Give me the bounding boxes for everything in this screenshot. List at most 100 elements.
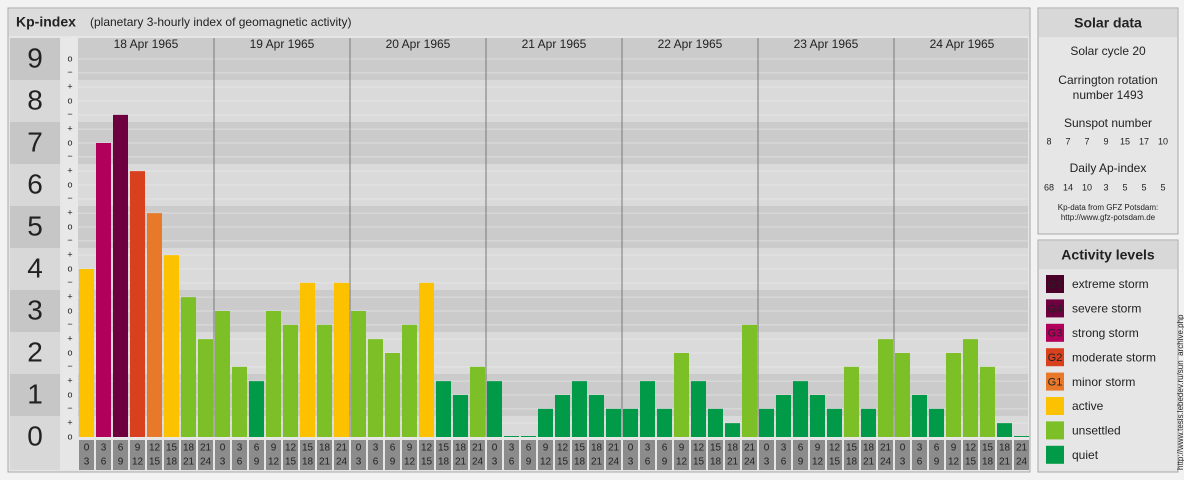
hour-start: 3	[237, 443, 243, 454]
hour-end: 24	[880, 457, 892, 468]
hour-end: 15	[557, 457, 569, 468]
level-code: G5	[1048, 279, 1063, 291]
minor-tick-label: o	[67, 431, 72, 441]
hour-start: 9	[543, 443, 549, 454]
daily-value: 8	[1046, 136, 1051, 146]
hour-start: 9	[407, 443, 413, 454]
hour-end: 12	[132, 457, 144, 468]
kp-bar	[606, 408, 621, 437]
minor-tick-label: −	[67, 319, 72, 329]
hour-box	[708, 440, 723, 470]
y-tick-label: 8	[27, 84, 43, 115]
hour-end: 3	[492, 457, 498, 468]
hour-start: 3	[101, 443, 107, 454]
hour-end: 3	[220, 457, 226, 468]
ap-title: Daily Ap-index	[1070, 161, 1147, 175]
kp-bar	[538, 408, 553, 437]
hour-end: 9	[390, 457, 396, 468]
hour-end: 9	[934, 457, 940, 468]
hour-start: 9	[135, 443, 141, 454]
minor-tick-label: −	[67, 151, 72, 161]
date-label: 18 Apr 1965	[114, 37, 179, 51]
kp-bar	[79, 269, 94, 437]
hour-box	[402, 440, 417, 470]
kp-bar	[198, 339, 213, 437]
title: Kp-index	[16, 14, 76, 30]
date-label: 19 Apr 1965	[250, 37, 315, 51]
level-label: active	[1072, 399, 1104, 413]
kp-bar	[334, 282, 349, 437]
minor-tick-label: −	[67, 109, 72, 119]
hour-start: 21	[1016, 443, 1028, 454]
daily-value: 7	[1065, 136, 1070, 146]
hour-box	[487, 440, 502, 470]
hour-start: 6	[526, 443, 532, 454]
hour-box	[946, 440, 961, 470]
hour-end: 24	[744, 457, 756, 468]
daily-value: 15	[1120, 136, 1130, 146]
kp-bar	[266, 311, 281, 437]
hour-end: 18	[438, 457, 450, 468]
y-label-box	[10, 374, 60, 416]
hour-start: 15	[982, 443, 994, 454]
hour-end: 12	[404, 457, 416, 468]
hour-end: 9	[662, 457, 668, 468]
hour-end: 6	[509, 457, 515, 468]
kp-bar	[164, 255, 179, 437]
hour-start: 3	[373, 443, 379, 454]
hour-end: 24	[336, 457, 348, 468]
hour-start: 0	[900, 443, 906, 454]
hour-end: 9	[526, 457, 532, 468]
minor-tick-label: o	[67, 347, 72, 357]
level-swatch	[1046, 445, 1064, 464]
kp-bar	[317, 324, 332, 437]
minor-tick-label: −	[67, 403, 72, 413]
hour-start: 12	[557, 443, 569, 454]
minor-tick-label: o	[67, 53, 72, 63]
kp-bar	[725, 423, 740, 437]
date-label: 20 Apr 1965	[386, 37, 451, 51]
hour-end: 12	[948, 457, 960, 468]
level-code: G4	[1048, 303, 1063, 315]
hour-start: 18	[727, 443, 739, 454]
minor-tick-label: o	[67, 305, 72, 315]
kp-bar	[980, 366, 995, 437]
level-label: moderate storm	[1072, 350, 1156, 364]
kp-bar	[232, 366, 247, 437]
hour-end: 18	[302, 457, 314, 468]
hour-box	[368, 440, 383, 470]
sunspot-title: Sunspot number	[1064, 116, 1152, 130]
daily-value: 68	[1044, 182, 1054, 192]
kp-bar	[249, 381, 264, 437]
hour-end: 21	[455, 457, 467, 468]
hour-start: 6	[662, 443, 668, 454]
hour-start: 15	[846, 443, 858, 454]
minor-tick-label: +	[67, 334, 72, 344]
kp-bar	[1014, 436, 1029, 437]
kp-bar	[147, 213, 162, 437]
kp-bar	[861, 408, 876, 437]
kp-bar	[402, 324, 417, 437]
hour-end: 18	[982, 457, 994, 468]
level-label: quiet	[1072, 448, 1099, 462]
hour-box	[300, 440, 315, 470]
hour-end: 12	[676, 457, 688, 468]
date-label: 21 Apr 1965	[522, 37, 587, 51]
kp-bar	[759, 408, 774, 437]
hour-start: 15	[438, 443, 450, 454]
hour-start: 12	[285, 443, 297, 454]
hour-start: 18	[863, 443, 875, 454]
hour-start: 6	[934, 443, 940, 454]
level-label: strong storm	[1072, 326, 1139, 340]
y-label-box	[10, 248, 60, 290]
daily-value: 9	[1103, 136, 1108, 146]
hour-end: 3	[628, 457, 634, 468]
hour-start: 3	[781, 443, 787, 454]
hour-end: 6	[237, 457, 243, 468]
solar-title: Solar data	[1074, 15, 1142, 31]
minor-tick-label: +	[67, 82, 72, 92]
hour-end: 15	[421, 457, 433, 468]
hour-box	[79, 440, 94, 470]
hour-box	[980, 440, 995, 470]
